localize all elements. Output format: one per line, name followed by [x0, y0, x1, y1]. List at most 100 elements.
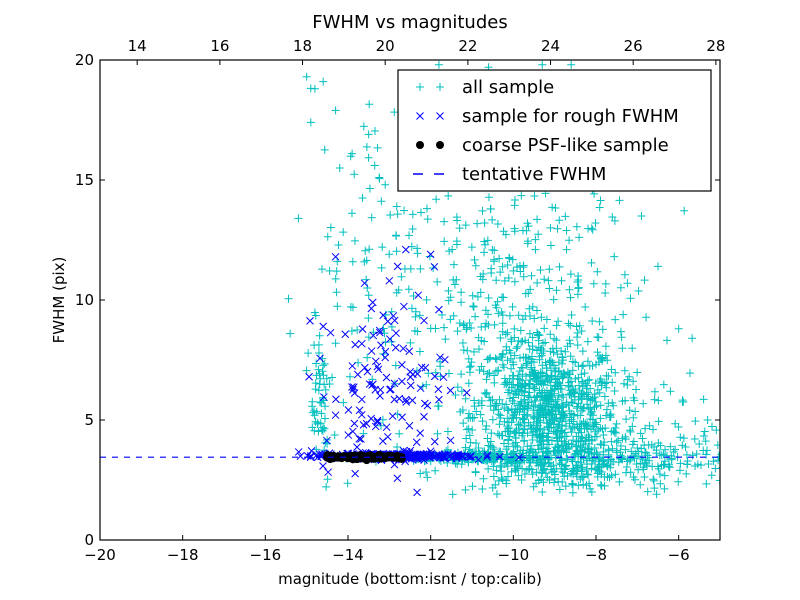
data-point-plus	[524, 222, 533, 231]
data-point-plus	[566, 424, 575, 433]
data-point-plus	[471, 312, 480, 321]
data-point-plus	[629, 437, 638, 446]
data-point-x	[348, 362, 357, 370]
data-point-plus	[371, 126, 380, 135]
data-point-x	[344, 431, 353, 439]
data-point-plus	[623, 457, 632, 466]
data-point-x	[462, 388, 471, 397]
data-point-plus	[478, 206, 487, 215]
data-point-plus	[699, 395, 708, 404]
data-point-plus	[683, 457, 692, 466]
data-point-plus	[444, 286, 453, 295]
data-point-plus	[485, 369, 494, 378]
data-point-plus	[432, 195, 441, 204]
data-point-plus	[573, 340, 582, 349]
data-point-plus	[607, 471, 616, 480]
data-point-plus	[608, 213, 617, 222]
data-point-plus	[702, 479, 711, 488]
data-point-plus	[560, 437, 569, 446]
data-point-plus	[557, 276, 566, 285]
data-point-x	[374, 365, 383, 374]
data-point-plus	[550, 415, 559, 424]
data-point-plus	[487, 264, 496, 273]
data-point-plus	[499, 439, 508, 448]
data-point-plus	[385, 250, 394, 259]
data-point-plus	[511, 466, 520, 475]
data-point-plus	[655, 470, 664, 479]
data-point-plus	[446, 315, 455, 324]
data-point-plus	[585, 439, 594, 448]
top-x-tick-label: 18	[293, 37, 312, 55]
data-point-x	[440, 450, 449, 459]
data-point-plus	[691, 417, 700, 426]
data-point-plus	[652, 449, 661, 458]
data-point-plus	[665, 463, 674, 472]
data-point-plus	[584, 431, 593, 440]
x-tick-label: −14	[332, 546, 364, 564]
data-point-plus	[503, 328, 512, 337]
data-point-plus	[550, 385, 559, 394]
data-point-plus	[567, 440, 576, 449]
data-point-x	[421, 399, 429, 408]
data-point-plus	[611, 368, 620, 377]
data-point-plus	[527, 441, 536, 450]
data-point-plus	[595, 203, 604, 212]
data-point-plus	[532, 306, 541, 315]
data-point-plus	[373, 143, 382, 152]
data-point-plus	[448, 490, 457, 499]
data-point-plus	[440, 217, 449, 226]
data-point-plus	[453, 460, 462, 469]
data-point-x	[367, 304, 376, 313]
data-point-plus	[378, 243, 387, 252]
data-point-plus	[474, 345, 483, 354]
data-point-dot	[366, 453, 375, 462]
data-point-x	[452, 451, 461, 460]
data-point-plus	[629, 413, 638, 422]
data-point-plus	[533, 441, 542, 450]
data-point-x	[357, 395, 366, 404]
data-point-plus	[538, 60, 547, 69]
data-point-plus	[560, 469, 569, 478]
data-point-plus	[581, 445, 590, 454]
data-point-plus	[483, 310, 492, 319]
data-point-plus	[552, 286, 561, 295]
data-point-plus	[589, 279, 598, 288]
data-point-plus	[493, 429, 502, 438]
data-point-plus	[457, 370, 466, 379]
data-point-plus	[587, 258, 596, 267]
data-point-x	[430, 437, 439, 446]
data-point-plus	[554, 442, 563, 451]
data-point-plus	[545, 416, 554, 425]
data-point-plus	[381, 180, 390, 189]
data-point-plus	[567, 428, 576, 437]
data-point-plus	[495, 254, 504, 263]
data-point-plus	[654, 396, 663, 405]
data-point-plus	[568, 467, 577, 476]
data-point-plus	[611, 315, 620, 324]
top-x-tick-label: 14	[128, 37, 147, 55]
data-point-plus	[491, 354, 500, 363]
data-point-plus	[528, 435, 537, 444]
data-point-plus	[583, 424, 592, 433]
data-point-plus	[498, 349, 507, 358]
data-point-plus	[464, 409, 473, 418]
data-point-plus	[528, 342, 537, 351]
data-point-plus	[318, 426, 327, 435]
data-point-plus	[376, 421, 385, 430]
data-point-x	[413, 454, 421, 463]
data-point-plus	[496, 268, 505, 277]
data-point-plus	[501, 330, 510, 339]
data-point-plus	[597, 381, 606, 390]
data-point-plus	[544, 436, 553, 445]
data-point-plus	[598, 325, 607, 334]
data-point-plus	[565, 336, 574, 345]
data-point-plus	[533, 278, 542, 287]
data-point-plus	[544, 429, 553, 438]
data-point-plus	[348, 257, 357, 266]
data-point-plus	[620, 366, 629, 375]
data-point-plus	[631, 407, 640, 416]
data-point-plus	[630, 454, 639, 463]
data-point-plus	[664, 462, 673, 471]
data-point-plus	[415, 311, 424, 320]
